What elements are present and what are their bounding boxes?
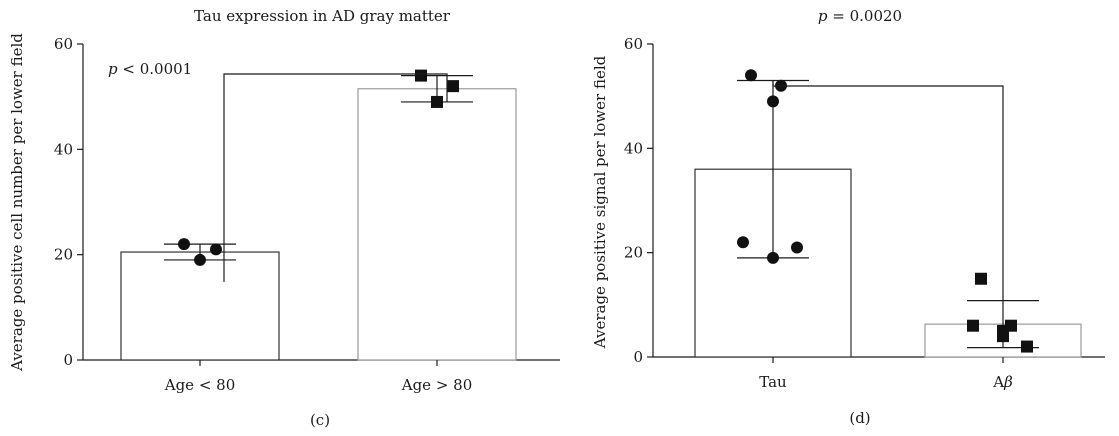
chart-title: Tau expression in AD gray matter — [194, 7, 451, 25]
data-point — [415, 70, 427, 82]
data-point — [431, 96, 443, 108]
data-point — [178, 238, 190, 250]
panel-label: (d) — [849, 409, 870, 427]
data-point — [210, 243, 222, 255]
data-point — [791, 241, 803, 253]
data-point — [447, 80, 459, 92]
chart-panel-d: Average positive signal per lower field 0… — [591, 7, 1105, 427]
p-value-annotation: p = 0.0020 — [818, 7, 902, 25]
data-point — [767, 252, 779, 264]
x-tick-label: Age > 80 — [401, 376, 473, 394]
y-tick-label: 0 — [633, 348, 643, 366]
y-tick-label: 0 — [63, 351, 73, 369]
data-point — [967, 320, 979, 332]
y-tick-label: 20 — [624, 244, 643, 262]
bar — [121, 252, 279, 360]
y-tick-label: 60 — [624, 35, 643, 53]
x-tick-label: Tau — [759, 373, 787, 391]
data-point — [737, 236, 749, 248]
data-point — [975, 273, 987, 285]
data-point — [1021, 341, 1033, 353]
bar — [358, 89, 516, 360]
y-axis-label: Average positive signal per lower field — [591, 55, 609, 349]
y-tick-label: 40 — [624, 139, 643, 157]
x-tick-label: Aβ — [992, 373, 1013, 391]
y-tick-label: 60 — [54, 35, 73, 53]
x-tick-label: Age < 80 — [164, 376, 236, 394]
y-tick-label: 20 — [54, 246, 73, 264]
data-point — [767, 95, 779, 107]
panel-label: (c) — [310, 411, 330, 429]
y-tick-label: 40 — [54, 140, 73, 158]
data-point — [997, 330, 1009, 342]
data-point — [745, 69, 757, 81]
y-axis-label: Average positive cell number per lower f… — [8, 33, 26, 372]
data-point — [194, 254, 206, 266]
chart-panel-c: Tau expression in AD gray matter Average … — [8, 7, 560, 429]
p-value-annotation: p < 0.0001 — [108, 60, 192, 78]
